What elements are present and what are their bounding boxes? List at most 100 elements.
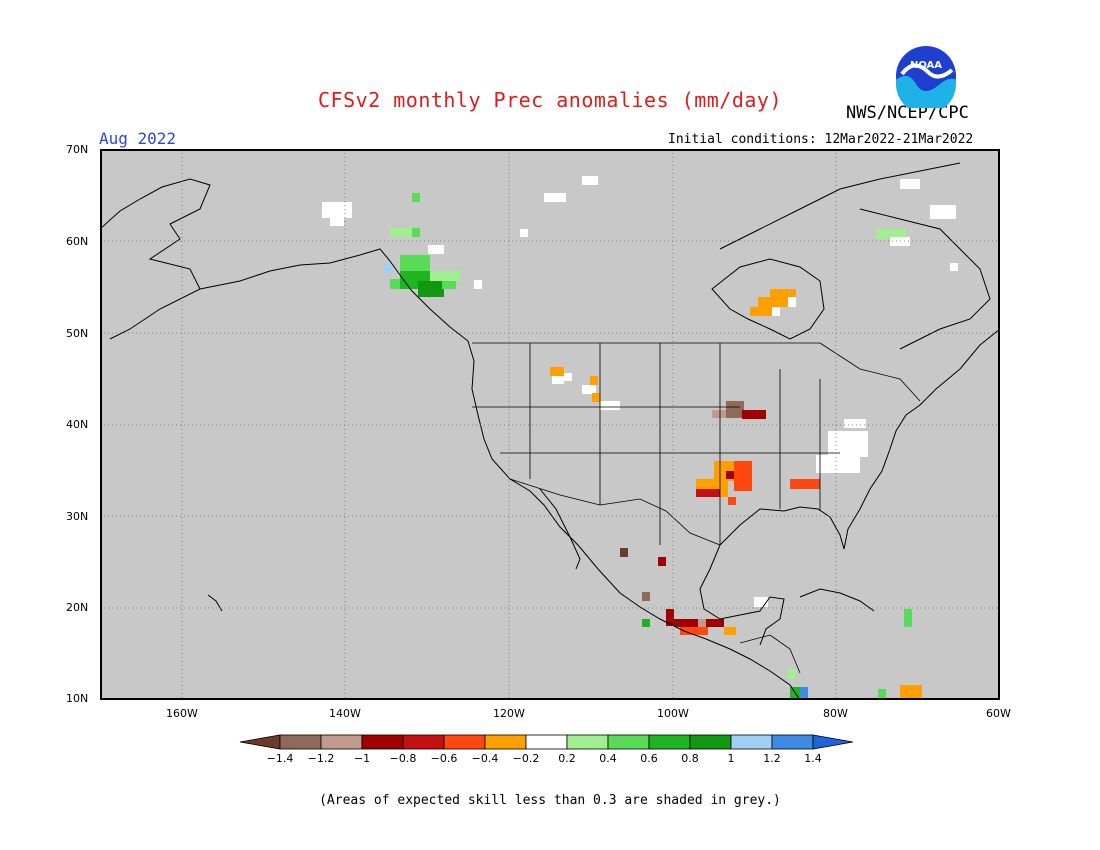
colorbar-cell	[443, 734, 486, 750]
colorbar-labels: −1.4 −1.2 −1 −0.8 −0.6 −0.4 −0.2 0.2 0.4 0.6 0.8 1 1…	[238, 752, 864, 768]
colorbar-tick-label: 0.8	[681, 752, 699, 765]
gulf-coast-mexico	[699, 544, 785, 646]
colorbar-tick-label: −0.4	[471, 752, 499, 765]
atlantic-coast	[843, 328, 1000, 550]
anomaly-cell	[550, 367, 564, 376]
anomaly-cell	[720, 481, 728, 497]
labrador-coast	[859, 208, 991, 350]
lon-label: 120W	[493, 707, 525, 720]
colorbar-cell	[689, 734, 732, 750]
lon-label: 60W	[986, 707, 1011, 720]
anomaly-cell	[582, 176, 598, 185]
us-mexico-border	[509, 478, 721, 546]
lat-label: 40N	[66, 418, 89, 431]
anomaly-cell	[412, 228, 420, 237]
noaa-logo: NOAA	[894, 44, 958, 114]
lat-label: 70N	[66, 143, 89, 156]
skill-footnote: (Areas of expected skill less than 0.3 a…	[319, 793, 781, 808]
anomaly-cell	[878, 689, 886, 700]
baja-peninsula	[539, 488, 581, 570]
cuba	[799, 588, 875, 612]
colorbar-tick-label: −1.2	[307, 752, 335, 765]
anomaly-cell	[770, 289, 796, 299]
colorbar-tick-label: −0.6	[430, 752, 458, 765]
political-borders	[472, 342, 921, 674]
anomaly-cell	[772, 307, 780, 316]
anomaly-cell	[750, 307, 772, 316]
hudson-bay	[711, 258, 825, 340]
anomaly-cell	[734, 461, 752, 491]
anomaly-cell	[890, 237, 910, 246]
colorbar-cell	[648, 734, 691, 750]
precip-anomaly-map	[100, 149, 1000, 700]
lon-label: 80W	[823, 707, 848, 720]
anomaly-cell	[442, 281, 456, 289]
central-america-border	[739, 634, 801, 674]
colorbar-cell	[279, 734, 322, 750]
anomaly-cell	[520, 229, 528, 237]
colorbar-tick-label: 0.4	[599, 752, 617, 765]
anomaly-cell	[788, 297, 796, 307]
anomaly-cell	[658, 557, 666, 566]
anomaly-cell	[790, 479, 820, 489]
colorbar-tick-label: −1.4	[266, 752, 294, 765]
anomaly-cell	[582, 385, 596, 394]
colorbar-cell	[320, 734, 363, 750]
anomaly-cell	[590, 376, 598, 385]
colorbar-arrow-right	[812, 734, 854, 750]
lon-label: 140W	[329, 707, 361, 720]
noaa-logo-text: NOAA	[910, 60, 942, 71]
colorbar-cell	[771, 734, 814, 750]
anomaly-cell	[400, 255, 430, 271]
anomaly-cell	[724, 627, 736, 635]
anomaly-cell	[844, 419, 866, 428]
agency-label: NWS/NCEP/CPC	[846, 103, 969, 123]
anomaly-cell	[322, 202, 352, 218]
anomaly-cell	[930, 205, 956, 219]
anomaly-cell	[430, 271, 460, 281]
anomaly-cell	[600, 401, 620, 410]
anomaly-cell	[712, 410, 726, 418]
anomaly-cell	[816, 455, 860, 473]
anomaly-cell	[754, 597, 768, 607]
anomaly-cell	[642, 592, 650, 601]
colorbar-tick-label: 0.2	[558, 752, 576, 765]
chart-title: CFSv2 monthly Prec anomalies (mm/day)	[317, 88, 783, 112]
anomaly-cell	[950, 263, 958, 271]
anomaly-cell	[666, 609, 674, 626]
anomaly-cell	[696, 479, 720, 489]
lon-label: 100W	[657, 707, 689, 720]
colorbar-cell	[525, 734, 568, 750]
anomaly-cell	[564, 373, 572, 381]
anomaly-cell	[418, 281, 444, 297]
lat-label: 60N	[66, 235, 89, 248]
lon-label: 160W	[166, 707, 198, 720]
anomaly-cell	[900, 685, 922, 700]
great-lakes-border	[819, 342, 921, 402]
gulf-coast-us	[719, 506, 845, 550]
initial-conditions: Initial conditions: 12Mar2022-21Mar2022	[668, 132, 974, 147]
anomaly-cell	[696, 489, 720, 497]
colorbar-tick-label: −1	[353, 752, 371, 765]
anomaly-cell	[900, 179, 920, 189]
anomaly-cell	[680, 627, 708, 635]
noaa-logo-graphic: NOAA	[896, 46, 956, 114]
anomaly-cell	[726, 471, 734, 479]
anomaly-cell	[620, 548, 628, 557]
coastlines	[100, 162, 1000, 700]
colorbar-tick-label: 1	[727, 752, 735, 765]
colorbar-tick-label: −0.8	[389, 752, 417, 765]
colorbar-tick-label: 1.4	[804, 752, 822, 765]
anomaly-cell	[412, 193, 420, 202]
anomaly-cell	[728, 497, 736, 505]
pacific-coast	[199, 248, 801, 700]
colorbar-cell	[607, 734, 650, 750]
colorbar	[239, 734, 854, 750]
colorbar-cell	[402, 734, 445, 750]
anomaly-cells	[322, 176, 958, 700]
lat-label: 50N	[66, 327, 89, 340]
colorbar-cell	[361, 734, 404, 750]
colorbar-cells	[239, 734, 854, 750]
anomaly-cell	[330, 218, 344, 226]
colorbar-cell	[730, 734, 773, 750]
